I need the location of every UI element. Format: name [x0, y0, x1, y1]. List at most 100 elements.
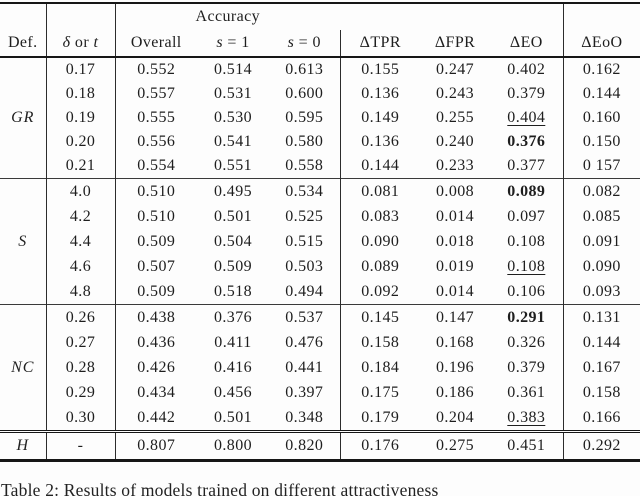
col-header-delta-or-t: δ or t: [45, 30, 115, 58]
delta-t-cell: 4.8: [45, 279, 115, 305]
delta-t-cell: 0.19: [45, 106, 115, 130]
overall-cell: 0.555: [114, 106, 197, 130]
col-header-s1: s = 1: [197, 30, 269, 58]
deo-cell: 0.379: [507, 358, 546, 376]
delta-t-cell: 0.26: [45, 304, 115, 330]
deo-cell: 0.326: [507, 333, 546, 351]
dtpr-cell: 0.155: [339, 57, 421, 82]
dtpr-cell: 0.179: [339, 405, 421, 432]
deo-cell: 0.097: [507, 207, 546, 225]
s1-cell: 0.541: [214, 133, 252, 150]
table-row: S 4.0 0.510 0.495 0.534 0.081 0.008 0.08…: [0, 178, 640, 305]
deo-cell: 0.361: [507, 383, 546, 401]
deoo-cell: 0.144: [562, 82, 640, 106]
col-header-dfpr: ΔFPR: [420, 30, 491, 58]
header-row-columns: Def. δ or t Overall s = 1 s = 0 ΔTPR ΔFP…: [0, 30, 640, 58]
overall-cell: 0.442: [114, 405, 197, 432]
s1-cell: 0.509: [214, 257, 252, 275]
dfpr-cell: 0.247: [436, 61, 475, 78]
dtpr-cell: 0.136: [339, 130, 421, 154]
overall-cell: 0.807: [114, 430, 197, 461]
dfpr-cell: 0.275: [420, 430, 491, 461]
deoo-cell: 0.166: [562, 405, 640, 432]
s1-cell: 0.800: [197, 430, 269, 461]
s0-cell: 0.515: [285, 232, 324, 250]
dtpr-cell: 0.090: [339, 229, 421, 254]
overall-cell: 0.509: [114, 229, 197, 254]
s0-cell: 0.558: [285, 157, 324, 174]
table-row: 0.18 0.557 0.531 0.600 0.136 0.243 0.379…: [0, 82, 640, 106]
table-row: NC 0.26 0.438 0.376 0.537 0.145 0.147 0.…: [0, 304, 640, 432]
table-row: 0.21 0.554 0.551 0.558 0.144 0.233 0.377…: [0, 154, 640, 179]
overall-cell: 0.434: [114, 380, 197, 405]
deo-cell: 0.402: [507, 61, 546, 78]
s1-cell: 0.501: [214, 408, 252, 426]
dfpr-cell: 0.186: [436, 383, 475, 401]
dtpr-cell: 0.175: [339, 380, 421, 405]
col-header-dtpr: ΔTPR: [339, 30, 421, 58]
def-label-cell: S: [0, 178, 46, 305]
s1-cell: 0.518: [214, 282, 252, 300]
deoo-cell: 0 157: [562, 154, 640, 179]
dfpr-cell: 0.240: [436, 133, 475, 150]
dfpr-cell: 0.243: [436, 85, 475, 102]
def-label-cell: NC: [0, 304, 46, 432]
overall-cell: 0.556: [114, 130, 197, 154]
delta-t-cell: 4.4: [45, 229, 115, 254]
dfpr-cell: 0.168: [436, 333, 475, 351]
s0-cell: 0.613: [285, 61, 324, 78]
delta-t-cell: 0.27: [45, 330, 115, 355]
dtpr-cell: 0.089: [339, 254, 421, 279]
t-symbol: t: [93, 34, 99, 51]
col-header-s0: s = 0: [269, 30, 341, 58]
table-row: 4.4 0.509 0.504 0.515 0.090 0.018 0.108 …: [0, 229, 640, 254]
delta-t-cell: 0.21: [45, 154, 115, 179]
overall-cell: 0.552: [114, 57, 197, 82]
dtpr-cell: 0.149: [339, 106, 421, 130]
deoo-cell: 0.093: [562, 279, 640, 305]
col-header-def: Def.: [0, 30, 46, 58]
s1-cell: 0.456: [214, 383, 252, 401]
table-row: 0.27 0.436 0.411 0.476 0.158 0.168 0.326…: [0, 330, 640, 355]
delta-t-cell: 0.18: [45, 82, 115, 106]
dfpr-cell: 0.019: [436, 257, 475, 275]
table-row: 4.8 0.509 0.518 0.494 0.092 0.014 0.106 …: [0, 279, 640, 305]
table-row: 0.28 0.426 0.416 0.441 0.184 0.196 0.379…: [0, 355, 640, 380]
table-row: GR 0.17 0.552 0.514 0.613 0.155 0.247 0.…: [0, 57, 640, 126]
s1-rest: = 1: [223, 34, 250, 51]
dfpr-cell: 0.018: [436, 232, 475, 250]
deoo-cell: 0.131: [562, 304, 640, 330]
overall-cell: 0.426: [114, 355, 197, 380]
table-caption: Table 2: Results of models trained on di…: [1, 480, 439, 496]
s0-cell: 0.494: [285, 282, 324, 300]
deo-cell: 0.404: [507, 109, 546, 126]
header-spacer-metrics: [340, 3, 563, 30]
overall-cell: 0.436: [114, 330, 197, 355]
overall-cell: 0.510: [114, 178, 197, 204]
header-spacer-delta: [45, 3, 115, 30]
s0-cell: 0.820: [269, 430, 341, 461]
delta-symbol: δ: [62, 34, 71, 51]
accuracy-group-header: Accuracy: [114, 3, 341, 30]
deo-cell: 0.106: [507, 282, 546, 300]
table-row: 0.30 0.442 0.501 0.348 0.179 0.204 0.383…: [0, 405, 640, 432]
dfpr-cell: 0.204: [436, 408, 475, 426]
dfpr-cell: 0.008: [420, 178, 491, 204]
table-row: 4.6 0.507 0.509 0.503 0.089 0.019 0.108 …: [0, 254, 640, 279]
deo-cell: 0.451: [490, 430, 564, 461]
dfpr-cell: 0.014: [436, 282, 475, 300]
table-row: H - 0.807 0.800 0.820 0.176 0.275 0.451 …: [0, 430, 640, 461]
s1-cell: 0.531: [214, 85, 252, 102]
table-row: 0.29 0.434 0.456 0.397 0.175 0.186 0.361…: [0, 380, 640, 405]
deo-cell: 0.291: [490, 304, 564, 330]
s0-cell: 0.397: [285, 383, 324, 401]
header-spacer-deoo: [562, 3, 640, 30]
col-header-deoo: ΔEoO: [562, 30, 640, 58]
dtpr-cell: 0.144: [339, 154, 421, 179]
results-table: Accuracy Def. δ or t Overall s = 1 s = 0…: [0, 2, 640, 462]
header-spacer-def: [0, 3, 46, 30]
s0-rest: = 0: [294, 34, 321, 51]
s1-cell: 0.514: [214, 61, 252, 78]
deoo-cell: 0.167: [562, 355, 640, 380]
